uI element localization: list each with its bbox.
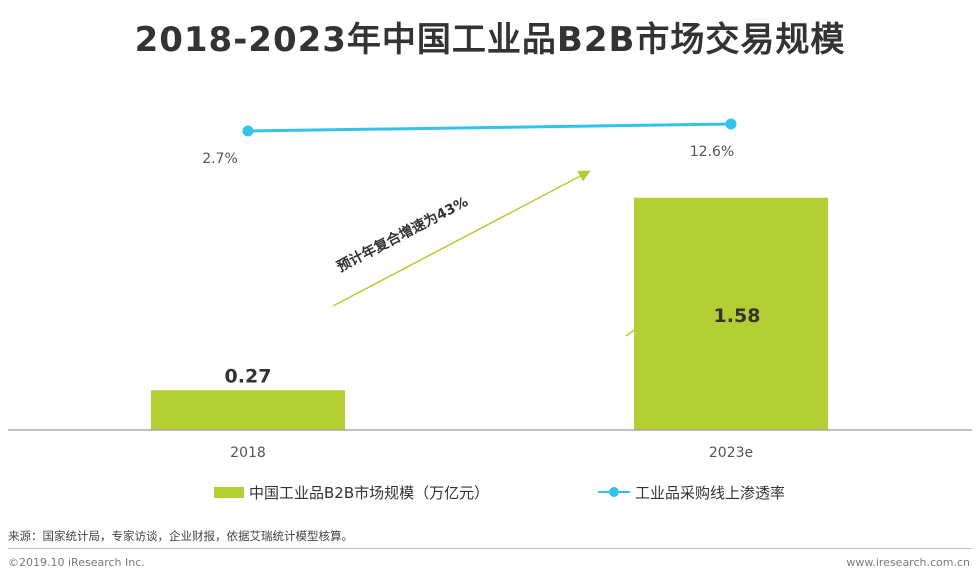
growth-arrow-tail [625,329,635,337]
footer-divider [8,548,972,549]
growth-annotation: 预计年复合增速为43% [334,193,471,275]
bar-2018 [151,390,345,430]
x-tick-label: 2018 [230,445,266,461]
chart-svg: 0.27 1.58 2018 2023e 预计年复合增速为43% 2.7% 12.6% [8,118,972,461]
legend-item-line: 工业品采购线上渗透率 [598,480,785,504]
penetration-line [247,122,732,133]
bar-2023e [634,197,828,430]
chart-title: 2018-2023年中国工业品B2B市场交易规模 [134,20,846,60]
penetration-point [242,125,254,137]
penetration-label: 2.7% [202,151,238,167]
penetration-point [725,118,737,130]
x-tick-label: 2023e [709,445,753,461]
penetration-label: 12.6% [690,144,734,160]
legend: 中国工业品B2B市场规模（万亿元） 工业品采购线上渗透率 [0,480,980,504]
copyright: ©2019.10 iResearch Inc. [8,556,145,569]
website: www.iresearch.com.cn [846,556,970,569]
growth-arrow [332,170,591,307]
bar-value-label: 0.27 [225,365,272,387]
legend-bar-swatch [214,486,244,498]
source-note: 来源：国家统计局，专家访谈，企业财报，依据艾瑞统计模型核算。 [8,529,353,543]
legend-bar-label: 中国工业品B2B市场规模（万亿元） [249,483,490,502]
bar-value-label: 1.58 [714,305,761,327]
legend-line-label: 工业品采购线上渗透率 [635,483,786,502]
legend-line-swatch [598,486,630,498]
legend-item-bar: 中国工业品B2B市场规模（万亿元） [214,480,489,504]
